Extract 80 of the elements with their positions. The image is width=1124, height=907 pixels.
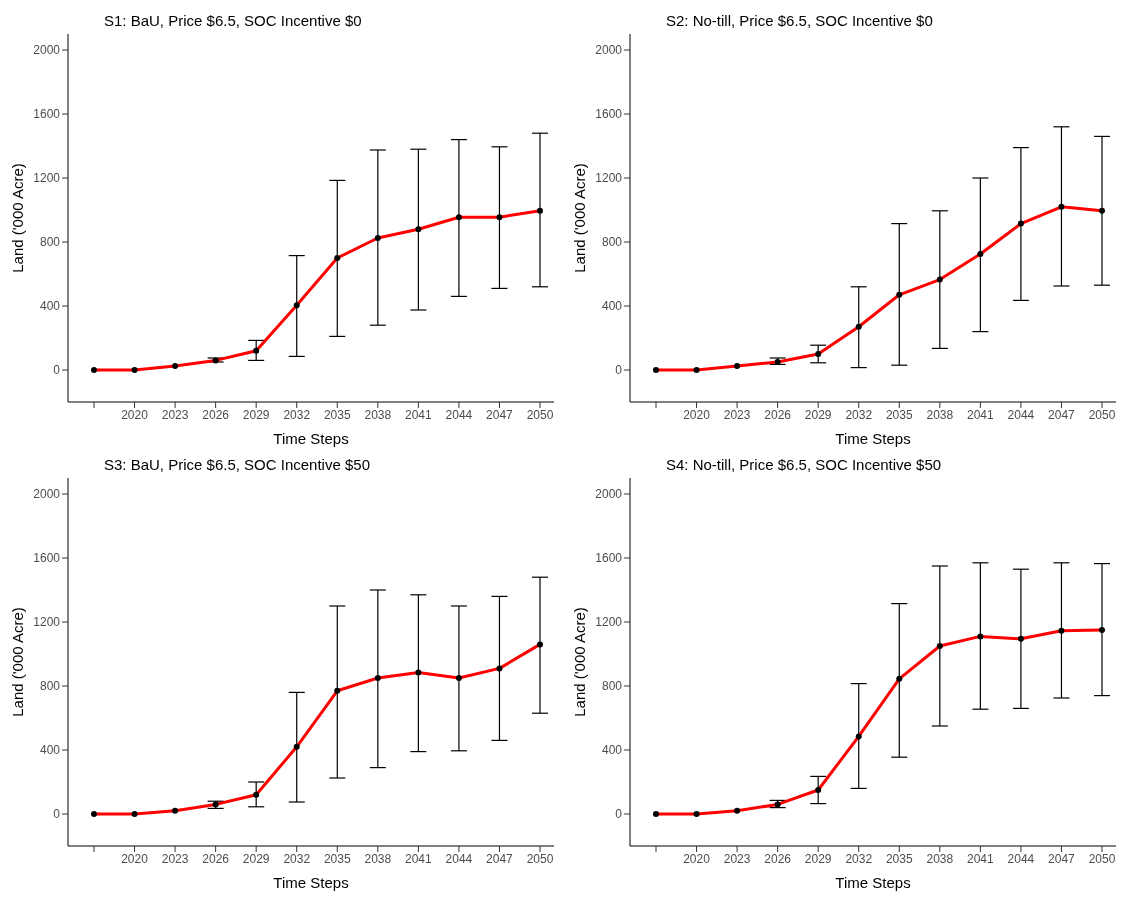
x-tick-label: 2038 bbox=[926, 407, 954, 422]
x-tick-label: 2023 bbox=[161, 851, 189, 866]
x-axis-title: Time Steps bbox=[835, 430, 911, 447]
x-tick-label: 2020 bbox=[121, 407, 149, 422]
y-tick-label: 1200 bbox=[595, 615, 623, 630]
y-axis-title: Land ('000 Acre) bbox=[571, 607, 589, 717]
x-tick-label: 2047 bbox=[1048, 407, 1076, 422]
y-axis-title: Land ('000 Acre) bbox=[9, 607, 27, 717]
x-tick-label: 2035 bbox=[323, 407, 351, 422]
x-tick-label: 2044 bbox=[1007, 851, 1035, 866]
x-tick-label: 2041 bbox=[967, 407, 995, 422]
x-tick-label: 2047 bbox=[486, 407, 514, 422]
x-tick-label: 2029 bbox=[242, 407, 270, 422]
y-tick-label: 0 bbox=[53, 807, 61, 822]
x-tick-label: 2035 bbox=[323, 851, 351, 866]
x-tick-label: 2032 bbox=[283, 851, 311, 866]
x-tick-label: 2038 bbox=[926, 851, 954, 866]
y-tick-label: 0 bbox=[615, 807, 623, 822]
x-tick-label: 2038 bbox=[364, 407, 392, 422]
y-axis-title: Land ('000 Acre) bbox=[571, 163, 589, 273]
x-tick-label: 2026 bbox=[764, 851, 792, 866]
x-tick-label: 2020 bbox=[683, 407, 711, 422]
x-tick-label: 2050 bbox=[526, 851, 554, 866]
y-tick-label: 1200 bbox=[33, 171, 61, 186]
x-tick-label: 2020 bbox=[121, 851, 149, 866]
y-tick-label: 800 bbox=[601, 679, 623, 694]
y-tick-label: 400 bbox=[39, 299, 61, 314]
y-tick-label: 800 bbox=[39, 235, 61, 250]
x-tick-label: 2041 bbox=[405, 407, 433, 422]
y-tick-label: 1600 bbox=[595, 551, 623, 566]
x-tick-label: 2020 bbox=[683, 851, 711, 866]
y-tick-label: 400 bbox=[601, 299, 623, 314]
x-tick-label: 2026 bbox=[202, 407, 230, 422]
x-tick-label: 2050 bbox=[526, 407, 554, 422]
y-tick-label: 1600 bbox=[33, 107, 61, 122]
y-tick-label: 1200 bbox=[33, 615, 61, 630]
x-tick-label: 2044 bbox=[445, 851, 473, 866]
x-tick-label: 2029 bbox=[804, 851, 832, 866]
x-tick-label: 2038 bbox=[364, 851, 392, 866]
y-tick-label: 2000 bbox=[33, 43, 61, 58]
chart-title: S2: No-till, Price $6.5, SOC Incentive $0 bbox=[666, 12, 933, 29]
x-tick-label: 2044 bbox=[1007, 407, 1035, 422]
x-tick-label: 2035 bbox=[885, 407, 913, 422]
y-tick-label: 400 bbox=[601, 743, 623, 758]
chart-title: S3: BaU, Price $6.5, SOC Incentive $50 bbox=[104, 456, 370, 473]
x-tick-label: 2047 bbox=[1048, 851, 1076, 866]
x-axis-title: Time Steps bbox=[273, 874, 349, 891]
y-tick-label: 0 bbox=[615, 363, 623, 378]
x-tick-label: 2032 bbox=[845, 407, 873, 422]
x-tick-label: 2035 bbox=[885, 851, 913, 866]
x-axis-title: Time Steps bbox=[835, 874, 911, 891]
x-tick-label: 2023 bbox=[723, 407, 751, 422]
y-tick-label: 2000 bbox=[595, 487, 623, 502]
y-tick-label: 2000 bbox=[595, 43, 623, 58]
x-tick-label: 2023 bbox=[161, 407, 189, 422]
y-axis-title: Land ('000 Acre) bbox=[9, 163, 27, 273]
x-tick-label: 2029 bbox=[804, 407, 832, 422]
x-tick-label: 2023 bbox=[723, 851, 751, 866]
y-tick-label: 2000 bbox=[33, 487, 61, 502]
chart-title: S4: No-till, Price $6.5, SOC Incentive $50 bbox=[666, 456, 942, 473]
y-tick-label: 800 bbox=[39, 679, 61, 694]
y-tick-label: 0 bbox=[53, 363, 61, 378]
y-tick-label: 1600 bbox=[595, 107, 623, 122]
x-tick-label: 2041 bbox=[405, 851, 433, 866]
x-tick-label: 2029 bbox=[242, 851, 270, 866]
x-tick-label: 2050 bbox=[1088, 407, 1116, 422]
x-tick-label: 2032 bbox=[845, 851, 873, 866]
x-tick-label: 2044 bbox=[445, 407, 473, 422]
chart-title: S1: BaU, Price $6.5, SOC Incentive $0 bbox=[104, 12, 362, 29]
x-tick-label: 2026 bbox=[764, 407, 792, 422]
x-tick-label: 2050 bbox=[1088, 851, 1116, 866]
x-tick-label: 2032 bbox=[283, 407, 311, 422]
x-tick-label: 2026 bbox=[202, 851, 230, 866]
x-axis-title: Time Steps bbox=[273, 430, 349, 447]
y-tick-label: 1200 bbox=[595, 171, 623, 186]
y-tick-label: 400 bbox=[39, 743, 61, 758]
y-tick-label: 1600 bbox=[33, 551, 61, 566]
x-tick-label: 2041 bbox=[967, 851, 995, 866]
y-tick-label: 800 bbox=[601, 235, 623, 250]
x-tick-label: 2047 bbox=[486, 851, 514, 866]
